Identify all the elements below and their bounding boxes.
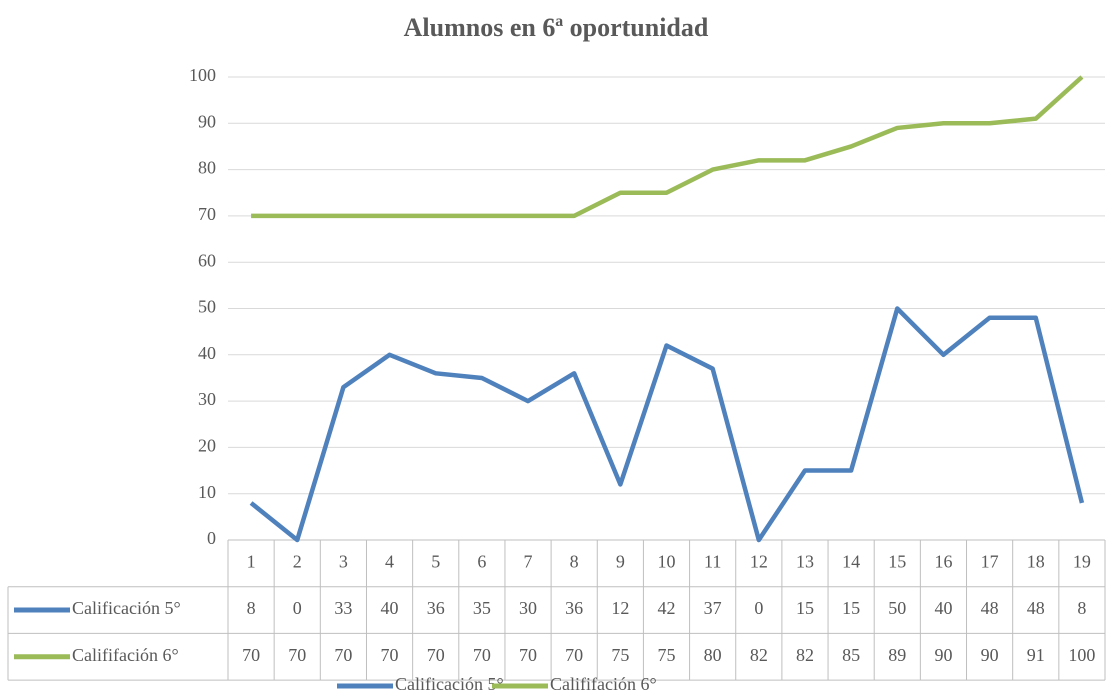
x-tick-label: 9 bbox=[616, 551, 625, 571]
table-cell: 48 bbox=[981, 598, 999, 618]
legend-label: Calififación 6° bbox=[550, 674, 657, 694]
x-tick-label: 19 bbox=[1073, 551, 1091, 571]
table-cell: 8 bbox=[1077, 598, 1086, 618]
table-cell: 35 bbox=[473, 598, 491, 618]
table-series-name: Calififación 6° bbox=[72, 645, 179, 665]
table-cell: 91 bbox=[1027, 645, 1045, 665]
table-cell: 80 bbox=[704, 645, 722, 665]
y-tick-label: 60 bbox=[198, 250, 216, 270]
y-tick-label: 40 bbox=[198, 343, 216, 363]
table-cell: 42 bbox=[658, 598, 676, 618]
table-cell: 70 bbox=[381, 645, 399, 665]
y-tick-label: 80 bbox=[198, 158, 216, 178]
y-tick-label: 10 bbox=[198, 482, 216, 502]
x-tick-label: 11 bbox=[704, 551, 721, 571]
x-tick-label: 1 bbox=[247, 551, 256, 571]
table-series-name: Calificación 5° bbox=[72, 598, 181, 618]
table-cell: 36 bbox=[427, 598, 445, 618]
table-cell: 75 bbox=[658, 645, 676, 665]
y-tick-label: 30 bbox=[198, 389, 216, 409]
table-cell: 36 bbox=[565, 598, 583, 618]
x-tick-label: 2 bbox=[293, 551, 302, 571]
x-tick-label: 16 bbox=[934, 551, 952, 571]
table-cell: 70 bbox=[334, 645, 352, 665]
table-cell: 48 bbox=[1027, 598, 1045, 618]
x-tick-label: 6 bbox=[477, 551, 486, 571]
x-tick-label: 5 bbox=[431, 551, 440, 571]
y-tick-label: 70 bbox=[198, 204, 216, 224]
table-cell: 82 bbox=[796, 645, 814, 665]
x-tick-label: 14 bbox=[842, 551, 860, 571]
table-cell: 70 bbox=[242, 645, 260, 665]
chart-title: Alumnos en 6ª oportunidad bbox=[404, 13, 709, 42]
x-tick-label: 13 bbox=[796, 551, 814, 571]
y-tick-label: 0 bbox=[207, 528, 216, 548]
y-tick-label: 50 bbox=[198, 297, 216, 317]
table-cell: 89 bbox=[888, 645, 906, 665]
legend-label: Calificación 5° bbox=[395, 674, 504, 694]
x-tick-label: 12 bbox=[750, 551, 768, 571]
table-cell: 15 bbox=[796, 598, 814, 618]
table-cell: 70 bbox=[519, 645, 537, 665]
x-tick-label: 15 bbox=[888, 551, 906, 571]
table-cell: 12 bbox=[611, 598, 629, 618]
x-tick-label: 8 bbox=[570, 551, 579, 571]
x-tick-label: 10 bbox=[658, 551, 676, 571]
y-tick-label: 20 bbox=[198, 436, 216, 456]
table-cell: 82 bbox=[750, 645, 768, 665]
table-cell: 50 bbox=[888, 598, 906, 618]
table-cell: 75 bbox=[611, 645, 629, 665]
x-tick-label: 3 bbox=[339, 551, 348, 571]
table-cell: 0 bbox=[293, 598, 302, 618]
table-cell: 70 bbox=[288, 645, 306, 665]
table-cell: 90 bbox=[934, 645, 952, 665]
table-cell: 8 bbox=[247, 598, 256, 618]
table-cell: 40 bbox=[381, 598, 399, 618]
x-tick-label: 18 bbox=[1027, 551, 1045, 571]
table-cell: 33 bbox=[334, 598, 352, 618]
table-cell: 40 bbox=[934, 598, 952, 618]
table-cell: 70 bbox=[427, 645, 445, 665]
y-tick-label: 100 bbox=[189, 65, 216, 85]
y-tick-label: 90 bbox=[198, 111, 216, 131]
table-cell: 15 bbox=[842, 598, 860, 618]
x-tick-label: 4 bbox=[385, 551, 394, 571]
table-cell: 85 bbox=[842, 645, 860, 665]
table-cell: 70 bbox=[565, 645, 583, 665]
table-cell: 30 bbox=[519, 598, 537, 618]
table-cell: 90 bbox=[981, 645, 999, 665]
table-cell: 70 bbox=[473, 645, 491, 665]
series-line bbox=[249, 306, 1085, 543]
table-cell: 100 bbox=[1068, 645, 1095, 665]
x-tick-label: 17 bbox=[981, 551, 999, 571]
x-tick-label: 7 bbox=[524, 551, 533, 571]
table-cell: 37 bbox=[704, 598, 722, 618]
series-line bbox=[251, 75, 1084, 219]
table-cell: 0 bbox=[754, 598, 763, 618]
